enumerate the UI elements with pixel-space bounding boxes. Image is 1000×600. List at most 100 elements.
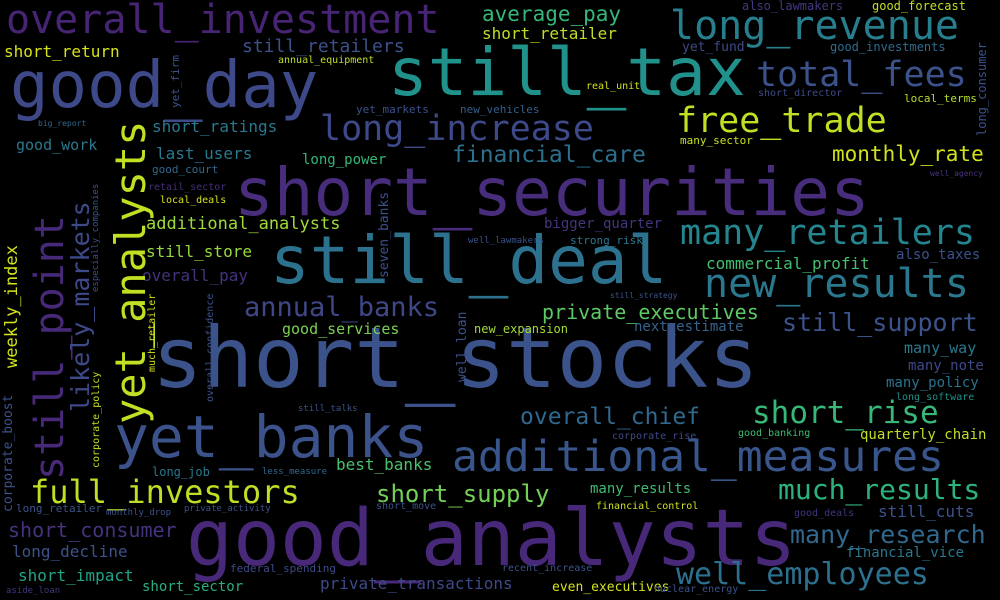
word-long-power: long_power bbox=[302, 152, 387, 168]
word-commercial-profit: commercial_profit bbox=[706, 254, 870, 273]
word-also-lawmakers: also_lawmakers bbox=[742, 0, 844, 13]
word-long-consumer: long_consumer bbox=[975, 42, 989, 136]
word-monthly-drop: monthly_drop bbox=[106, 508, 172, 518]
word-many-note: many_note bbox=[908, 358, 984, 374]
word-last-users: last_users bbox=[156, 144, 253, 163]
word-short-move: short_move bbox=[376, 501, 437, 512]
word-federal-spending: federal_spending bbox=[230, 562, 336, 575]
word-good-deals: good_deals bbox=[794, 508, 855, 519]
word-long-revenue: long_revenue bbox=[670, 3, 959, 49]
word-still-store: still_store bbox=[146, 242, 252, 261]
word-private-activity: private_activity bbox=[184, 504, 271, 514]
word-yet-banks: yet_banks bbox=[114, 403, 429, 471]
word-strong-risk: strong_risk bbox=[570, 234, 643, 247]
word-well-loan: well_loan bbox=[455, 311, 470, 382]
word-monthly-rate: monthly_rate bbox=[832, 142, 984, 166]
word-recent-increase: recent_increase bbox=[502, 563, 593, 574]
word-new-vehicles: new_vehicles bbox=[460, 103, 540, 116]
word-still-strategy: still_strategy bbox=[610, 291, 678, 300]
word-good-court: good_court bbox=[152, 163, 219, 176]
word-overall-confidence: overall_confidence bbox=[205, 293, 216, 402]
word-good-services: good_services bbox=[282, 320, 400, 338]
word-financial-vice: financial_vice bbox=[846, 545, 965, 561]
word-good-work: good_work bbox=[16, 136, 98, 154]
word-overall-investment: overall_investment bbox=[6, 0, 440, 43]
word-short-impact: short_impact bbox=[18, 566, 134, 585]
word-financial-control: financial_control bbox=[596, 501, 699, 512]
word-total-fees: total_fees bbox=[756, 55, 967, 95]
word-good-investments: good_investments bbox=[830, 40, 946, 54]
word-best-banks: best_banks bbox=[336, 455, 433, 474]
word-many-way: many_way bbox=[904, 339, 977, 357]
word-many-sector: many_sector bbox=[680, 134, 753, 147]
word-much-retailer: much_retailer bbox=[147, 293, 158, 372]
word-free-trade: free_trade bbox=[676, 101, 887, 141]
word-real-unit: real_unit bbox=[586, 81, 641, 92]
word-corporate-boost: corporate_boost bbox=[1, 394, 16, 512]
word-local-deals: local_deals bbox=[160, 195, 227, 206]
word-overall-chief: overall_chief bbox=[520, 404, 701, 430]
word-good-forecast: good_forecast bbox=[872, 0, 966, 13]
word-short-sector: short_sector bbox=[142, 579, 244, 595]
word-still-support: still_support bbox=[782, 308, 978, 337]
word-long-increase: long_increase bbox=[320, 109, 594, 149]
word-short-rise: short_rise bbox=[752, 395, 939, 431]
word-many-results: many_results bbox=[590, 481, 692, 497]
word-next-estimate: next_estimate bbox=[634, 319, 744, 335]
word-still-retailers: still_retailers bbox=[242, 36, 405, 57]
word-good-day: good_day bbox=[10, 49, 319, 123]
word-short-ratings: short_ratings bbox=[152, 117, 278, 136]
word-bigger-quarter: bigger_quarter bbox=[544, 216, 663, 232]
word-full-investors: full_investors bbox=[30, 473, 300, 511]
word-new-expansion: new_expansion bbox=[474, 322, 568, 336]
word-short-securities: short_securities bbox=[234, 154, 870, 231]
word-well-employees: well_employees bbox=[676, 557, 929, 592]
word-also-taxes: also_taxes bbox=[896, 247, 981, 263]
word-quarterly-chain: quarterly_chain bbox=[860, 427, 987, 443]
word-local-terms: local_terms bbox=[904, 92, 977, 105]
word-well-lawmakers: well_lawmakers bbox=[468, 236, 544, 246]
word-weekly-index: weekly_index bbox=[2, 245, 22, 368]
word-good-banking: good_banking bbox=[738, 428, 811, 439]
word-yet-fund: yet_fund bbox=[682, 40, 745, 55]
word-less-measure: less_measure bbox=[262, 467, 328, 477]
word-annual-equipment: annual_equipment bbox=[278, 55, 375, 66]
word-well-agency: well_agency bbox=[930, 169, 983, 178]
word-private-transactions: private_transactions bbox=[320, 574, 513, 593]
word-long-decline: long_decline bbox=[12, 542, 128, 561]
word-additional-measures: additional_measures bbox=[452, 432, 944, 482]
word-private-executives: private_executives bbox=[542, 300, 759, 324]
word-annual-banks: annual_banks bbox=[244, 292, 440, 323]
word-short-consumer: short_consumer bbox=[8, 518, 177, 542]
word-big-report: big_report bbox=[38, 119, 87, 128]
word-new-results: new_results bbox=[704, 261, 969, 307]
word-aside-loan: aside_loan bbox=[6, 586, 61, 596]
word-many-policy: many_policy bbox=[886, 375, 979, 391]
word-retail-sector: retail_sector bbox=[148, 182, 227, 193]
word-much-results: much_results bbox=[778, 473, 981, 506]
word-additional-analysts: additional_analysts bbox=[146, 214, 341, 234]
word-still-point: still_point bbox=[27, 215, 73, 480]
word-likely-markets: likely_markets bbox=[66, 201, 95, 412]
word-many-research: many_research bbox=[790, 520, 986, 549]
word-still-talks: still_talks bbox=[298, 404, 358, 414]
word-seven-banks: seven_banks bbox=[377, 191, 392, 278]
word-long-software: long_software bbox=[896, 392, 975, 403]
word-yet-firm: yet_firm bbox=[169, 55, 182, 108]
word-still-tax: still_tax bbox=[388, 34, 746, 111]
word-yet-analysts: yet_analysts bbox=[106, 120, 155, 424]
word-still-cuts: still_cuts bbox=[878, 502, 975, 521]
word-even-executives: even_executives bbox=[552, 580, 670, 595]
word-nuclear-energy: nuclear_energy bbox=[654, 584, 739, 595]
word-short-director: short_director bbox=[758, 88, 843, 99]
word-short-stocks: short_stocks bbox=[152, 309, 759, 407]
word-short-supply: short_supply bbox=[376, 480, 550, 508]
word-short-return: short_return bbox=[4, 42, 120, 61]
word-long-job: long_job bbox=[152, 465, 210, 479]
word-short-retailer: short_retailer bbox=[482, 24, 617, 43]
word-good-analysts: good_analysts bbox=[186, 494, 797, 584]
word-many-retailers: many_retailers bbox=[680, 213, 976, 253]
word-yet-markets: yet_markets bbox=[356, 103, 429, 116]
word-average-pay: average_pay bbox=[482, 2, 622, 26]
